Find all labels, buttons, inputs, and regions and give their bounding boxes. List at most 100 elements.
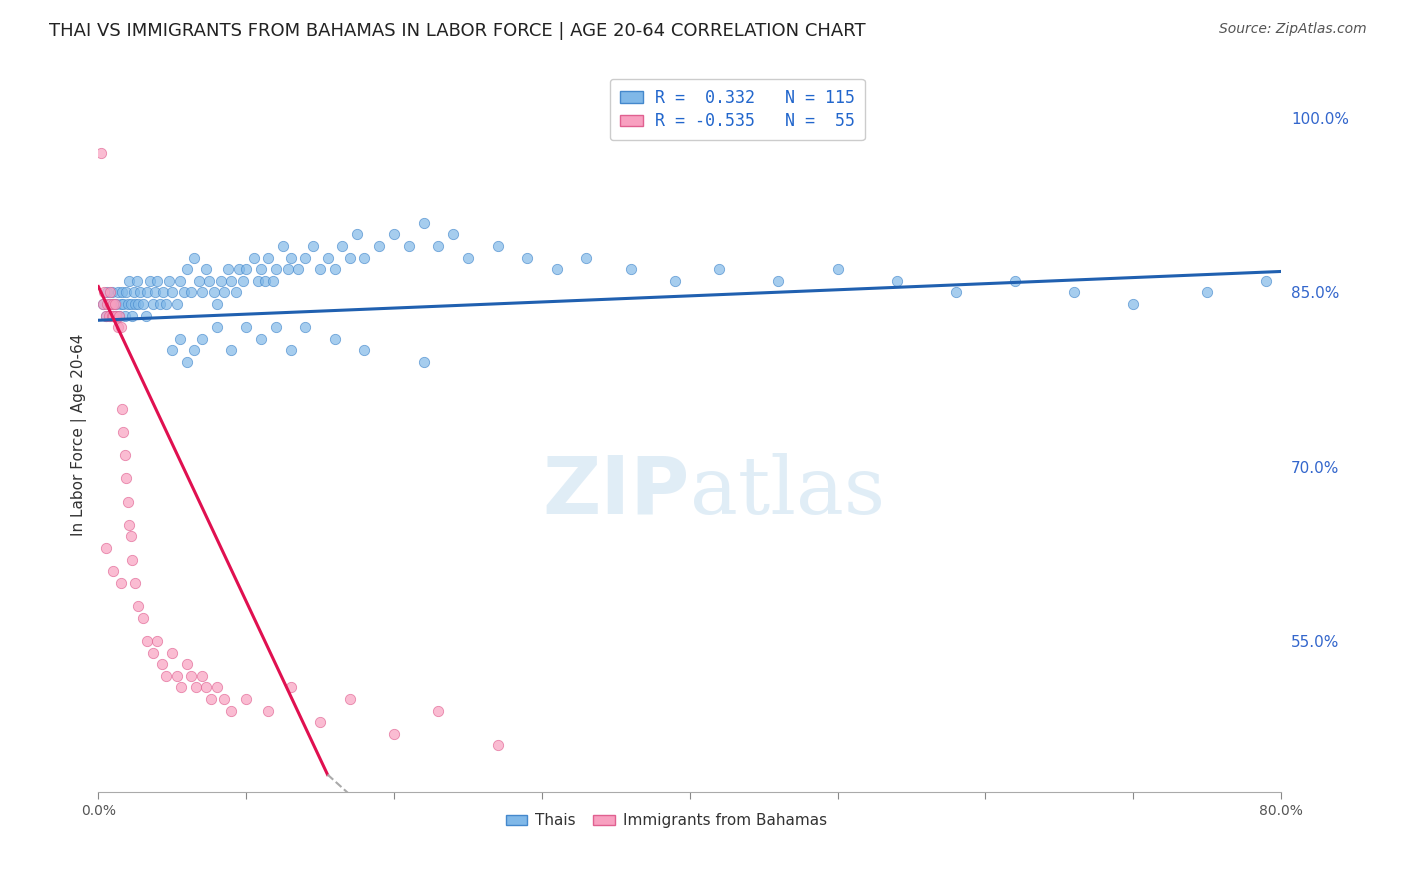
Point — [205, 297, 228, 311]
Point — [250, 332, 273, 346]
Point — [330, 239, 353, 253]
Point — [398, 239, 420, 253]
Point — [125, 274, 148, 288]
Point — [97, 297, 120, 311]
Point — [91, 297, 114, 311]
Point — [112, 425, 135, 439]
Point — [339, 251, 361, 265]
Point — [118, 274, 141, 288]
Point — [457, 251, 479, 265]
Point — [169, 332, 191, 346]
Point — [187, 274, 209, 288]
Point — [232, 274, 254, 288]
Point — [412, 216, 434, 230]
Point — [180, 669, 202, 683]
Point — [280, 681, 302, 695]
Point — [280, 251, 302, 265]
Point — [169, 274, 191, 288]
Point — [301, 239, 323, 253]
Point — [353, 251, 375, 265]
Point — [118, 517, 141, 532]
Point — [98, 297, 121, 311]
Point — [101, 309, 124, 323]
Point — [162, 343, 184, 358]
Point — [170, 681, 193, 695]
Point — [191, 332, 214, 346]
Point — [131, 297, 153, 311]
Point — [176, 355, 198, 369]
Point — [198, 274, 221, 288]
Point — [309, 262, 332, 277]
Point — [100, 309, 122, 323]
Point — [117, 297, 139, 311]
Point — [412, 355, 434, 369]
Point — [176, 262, 198, 277]
Point — [195, 681, 218, 695]
Point — [664, 274, 686, 288]
Point — [146, 274, 169, 288]
Text: THAI VS IMMIGRANTS FROM BAHAMAS IN LABOR FORCE | AGE 20-64 CORRELATION CHART: THAI VS IMMIGRANTS FROM BAHAMAS IN LABOR… — [49, 22, 866, 40]
Point — [143, 285, 166, 300]
Point — [827, 262, 849, 277]
Point — [101, 564, 124, 578]
Point — [575, 251, 598, 265]
Point — [114, 448, 136, 462]
Point — [1063, 285, 1085, 300]
Point — [128, 285, 150, 300]
Point — [257, 251, 280, 265]
Point — [124, 297, 146, 311]
Point — [212, 692, 235, 706]
Point — [98, 309, 121, 323]
Point — [94, 309, 117, 323]
Point — [101, 297, 124, 311]
Text: Source: ZipAtlas.com: Source: ZipAtlas.com — [1219, 22, 1367, 37]
Point — [221, 274, 243, 288]
Point — [114, 309, 136, 323]
Point — [173, 285, 195, 300]
Point — [120, 529, 142, 543]
Point — [709, 262, 731, 277]
Point — [111, 401, 134, 416]
Point — [768, 274, 790, 288]
Point — [945, 285, 967, 300]
Point — [176, 657, 198, 672]
Point — [131, 610, 153, 624]
Point — [235, 320, 257, 334]
Point — [382, 227, 405, 242]
Point — [235, 262, 257, 277]
Point — [217, 262, 239, 277]
Point — [195, 262, 218, 277]
Point — [107, 320, 129, 334]
Point — [107, 285, 129, 300]
Point — [221, 704, 243, 718]
Point — [212, 285, 235, 300]
Point — [96, 297, 118, 311]
Point — [110, 320, 132, 334]
Point — [155, 669, 177, 683]
Point — [108, 309, 131, 323]
Point — [146, 634, 169, 648]
Point — [294, 320, 316, 334]
Point — [97, 309, 120, 323]
Point — [93, 285, 115, 300]
Point — [162, 285, 184, 300]
Point — [262, 274, 284, 288]
Point — [346, 227, 368, 242]
Point — [250, 262, 273, 277]
Point — [257, 704, 280, 718]
Point — [91, 297, 114, 311]
Point — [117, 494, 139, 508]
Point — [1122, 297, 1144, 311]
Point — [619, 262, 641, 277]
Point — [110, 297, 132, 311]
Point — [155, 297, 177, 311]
Point — [225, 285, 247, 300]
Point — [264, 262, 287, 277]
Point — [110, 575, 132, 590]
Point — [202, 285, 225, 300]
Point — [254, 274, 277, 288]
Point — [546, 262, 568, 277]
Point — [235, 692, 257, 706]
Point — [136, 634, 159, 648]
Point — [209, 274, 232, 288]
